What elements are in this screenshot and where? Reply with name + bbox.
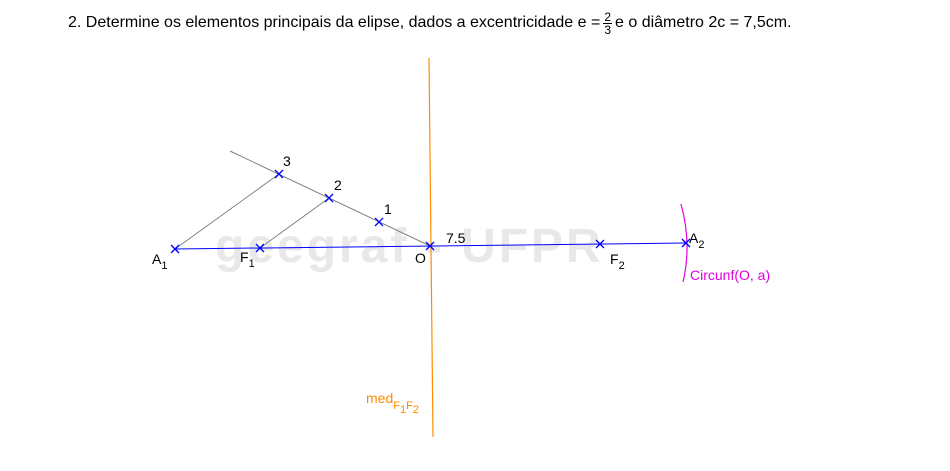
parallel-line-f1: [259, 197, 330, 249]
label-distance: 7.5: [446, 230, 466, 246]
label-division-1: 1: [384, 201, 392, 217]
eccentricity-fraction: 2 3: [603, 11, 612, 36]
point-a1-marker: [170, 244, 180, 254]
label-a2: A2: [689, 230, 704, 251]
problem-statement: 2. Determine os elementos principais da …: [68, 6, 938, 40]
fraction-numerator: 2: [603, 9, 612, 24]
statement-prefix: 2. Determine os elementos principais da …: [68, 14, 601, 31]
point-2-marker: [324, 193, 334, 203]
label-a1: A1: [152, 251, 167, 272]
parallel-line-a1: [174, 173, 280, 250]
label-f1: F1: [240, 249, 255, 270]
point-o-marker: [425, 241, 435, 251]
label-division-2: 2: [334, 177, 342, 193]
label-mediatrix: medF1F2: [366, 390, 419, 416]
label-o: O: [415, 250, 426, 266]
point-f1-marker: [255, 243, 265, 253]
point-a2-marker: [681, 238, 691, 248]
fraction-denominator: 3: [604, 22, 611, 37]
label-division-3: 3: [283, 153, 291, 169]
label-circle: Circunf(O, a): [690, 267, 770, 283]
label-f2: F2: [610, 251, 625, 272]
point-f2-marker: [595, 239, 605, 249]
point-3-marker: [274, 169, 284, 179]
statement-suffix: e o diâmetro 2c = 7,5cm.: [615, 14, 792, 31]
point-1-marker: [374, 217, 384, 227]
point-markers: [170, 169, 691, 254]
